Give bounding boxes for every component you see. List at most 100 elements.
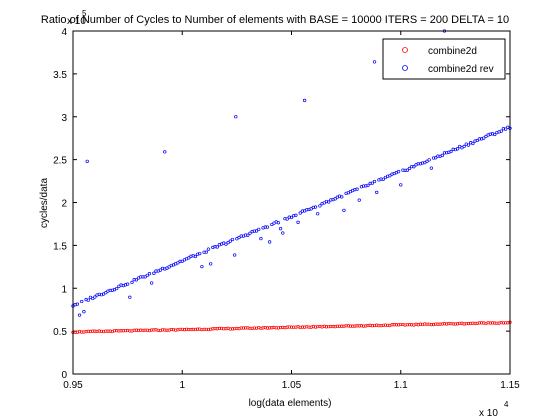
data-point [202, 327, 206, 332]
data-point [466, 143, 471, 147]
data-point [449, 321, 453, 326]
data-point [281, 325, 285, 330]
data-point [230, 237, 235, 242]
data-point [75, 302, 80, 306]
data-point [340, 324, 344, 328]
data-point [466, 321, 471, 326]
data-point [204, 250, 208, 254]
data-point [473, 321, 477, 326]
data-point [353, 324, 357, 328]
data-point [285, 325, 289, 329]
data-point [324, 325, 329, 329]
data-point [300, 209, 305, 213]
data-point [84, 329, 88, 334]
data-point [479, 321, 484, 325]
data-point [377, 323, 381, 328]
data-point [86, 329, 90, 333]
data-point [451, 147, 455, 151]
data-point [294, 325, 298, 329]
x-tick-label: 0.95 [63, 380, 83, 391]
data-point [198, 251, 202, 256]
data-point [243, 326, 248, 330]
data-point [462, 322, 466, 326]
data-point [289, 215, 294, 220]
data-point [327, 200, 331, 204]
data-point [187, 327, 191, 332]
data-point [156, 328, 160, 332]
data-point [213, 326, 217, 331]
data-point [462, 144, 466, 149]
data-point [108, 288, 112, 293]
data-point [248, 231, 252, 235]
data-point [93, 329, 97, 333]
data-point [261, 326, 265, 330]
data-point [115, 286, 119, 291]
data-point [370, 324, 375, 328]
data-point [88, 329, 93, 334]
data-point [108, 329, 112, 333]
data-point [215, 327, 219, 331]
data-point [230, 327, 235, 331]
legend-marker-combine2d [402, 47, 408, 53]
data-point [475, 138, 479, 143]
data-point [503, 127, 508, 131]
data-point [206, 247, 211, 251]
data-point [499, 321, 503, 325]
data-point [488, 132, 492, 136]
data-point [407, 166, 412, 171]
data-point [154, 269, 158, 273]
data-point-outlier [163, 150, 167, 154]
data-point [396, 170, 401, 174]
data-point [420, 161, 425, 165]
data-point [97, 329, 101, 333]
data-point [115, 329, 119, 333]
data-point [139, 328, 143, 332]
data-point [410, 323, 414, 327]
data-point [143, 275, 147, 279]
data-point [327, 324, 331, 329]
data-point-outlier [302, 98, 307, 103]
data-point [239, 326, 243, 330]
data-point [364, 324, 368, 328]
data-point [425, 159, 429, 163]
data-point [471, 141, 475, 146]
data-point [372, 323, 377, 328]
data-point [399, 183, 403, 187]
data-point [265, 225, 270, 229]
data-point [447, 321, 451, 326]
data-point [412, 165, 416, 169]
data-point [178, 259, 182, 264]
data-point [503, 321, 508, 325]
data-point [147, 272, 152, 276]
data-point [438, 322, 442, 326]
y-tick-label: 3.5 [53, 70, 67, 81]
data-point [228, 327, 232, 331]
data-point [486, 321, 490, 325]
data-point [132, 328, 136, 332]
data-point [134, 328, 139, 332]
data-point [403, 168, 407, 173]
data-point [268, 326, 272, 330]
data-point [139, 275, 143, 279]
data-point [213, 245, 217, 249]
data-point [434, 322, 438, 326]
data-point [128, 329, 132, 333]
data-point [287, 215, 291, 219]
data-point [436, 154, 440, 158]
data-point [128, 295, 132, 299]
legend-label-combine2d-rev: combine2d rev [428, 64, 494, 75]
data-point [427, 322, 431, 326]
data-point [233, 253, 237, 257]
y-tick-label: 4 [61, 27, 67, 38]
data-point [237, 235, 241, 240]
data-point [436, 322, 440, 326]
data-point [440, 322, 444, 326]
data-point [91, 329, 95, 333]
y-tick-label: 0.5 [53, 327, 67, 338]
x-tick-label: 1.05 [282, 380, 302, 391]
data-point [202, 250, 206, 254]
data-point [204, 327, 208, 332]
y-tick-label: 3 [61, 113, 67, 124]
data-point [453, 322, 458, 326]
